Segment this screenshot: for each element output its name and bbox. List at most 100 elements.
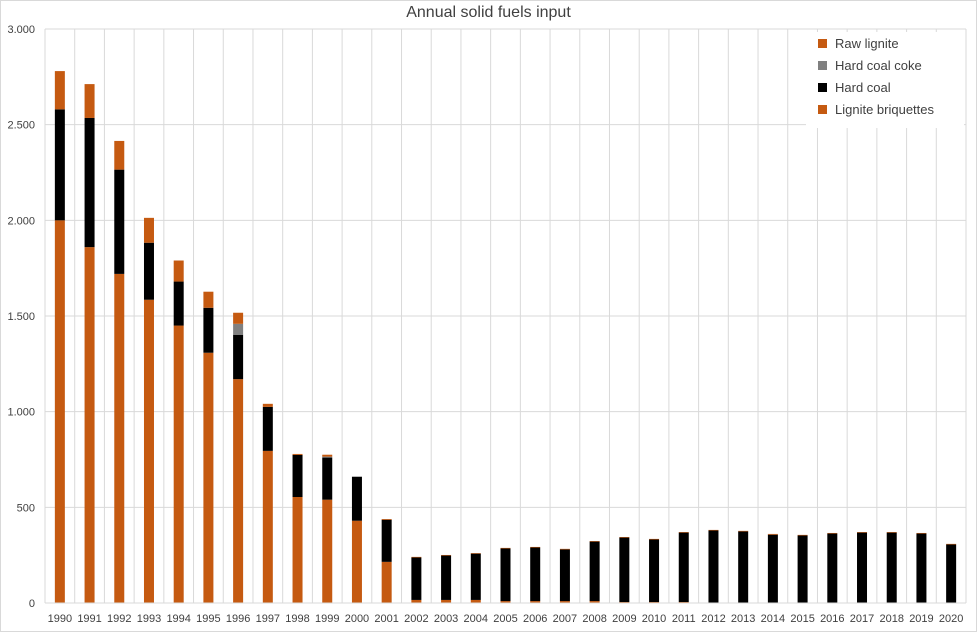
- y-tick-label: 0: [29, 598, 35, 610]
- bar-hard-coal-1995: [203, 307, 214, 353]
- y-tick-label: 3.000: [7, 24, 35, 36]
- bar-raw-lignite-2005: [500, 547, 511, 549]
- bar-raw-lignite-2015: [797, 534, 808, 536]
- bar-lignite-briquettes-2003: [441, 599, 452, 603]
- bar-raw-lignite-1998: [292, 453, 303, 455]
- bar-hard-coal-2012: [708, 530, 719, 603]
- bar-hard-coal-1999: [322, 457, 333, 500]
- y-tick-label: 1.500: [7, 311, 35, 323]
- x-tick-label: 2001: [374, 613, 398, 625]
- bar-raw-lignite-2017: [857, 532, 868, 533]
- bar-hard-coal-2013: [738, 531, 749, 603]
- bar-raw-lignite-2008: [589, 541, 600, 542]
- x-tick-label: 2011: [672, 613, 696, 625]
- x-tick-label: 2019: [909, 613, 933, 625]
- bar-hard-coal-2007: [559, 549, 570, 602]
- legend-swatch: [818, 82, 827, 92]
- x-tick-label: 2017: [850, 613, 874, 625]
- bar-lignite-briquettes-2004: [470, 599, 481, 603]
- bar-raw-lignite-1991: [84, 84, 95, 118]
- bar-raw-lignite-1992: [114, 140, 125, 170]
- bar-raw-lignite-2009: [619, 536, 630, 538]
- bar-hard-coal-2011: [678, 532, 689, 603]
- bar-hard-coal-1992: [114, 169, 125, 274]
- bar-lignite-briquettes-1992: [114, 273, 125, 603]
- legend-item: Hard coal coke: [806, 54, 964, 76]
- legend-label: Hard coal coke: [835, 57, 922, 73]
- bar-lignite-briquettes-2000: [351, 520, 362, 603]
- bar-raw-lignite-1990: [54, 71, 65, 110]
- legend-swatch: [818, 60, 827, 70]
- bar-raw-lignite-2016: [827, 532, 838, 534]
- bar-hard-coal-2008: [589, 541, 600, 602]
- legend-item: Hard coal: [806, 76, 964, 98]
- legend-item: Lignite briquettes: [806, 98, 964, 120]
- bar-raw-lignite-2018: [886, 532, 897, 533]
- x-tick-label: 2005: [493, 613, 517, 625]
- x-tick-label: 2012: [701, 613, 725, 625]
- bar-raw-lignite-2002: [411, 556, 422, 558]
- x-tick-label: 1999: [315, 613, 339, 625]
- legend-label: Hard coal: [835, 79, 891, 95]
- legend-label: Lignite briquettes: [835, 101, 935, 117]
- bar-hard-coal-2009: [619, 537, 630, 603]
- x-tick-label: 2006: [523, 613, 547, 625]
- x-tick-label: 1995: [196, 613, 220, 625]
- bar-hard-coal-2000: [351, 476, 362, 521]
- bar-hard-coal-coke-1999: [322, 456, 333, 458]
- bar-hard-coal-2005: [500, 548, 511, 602]
- x-tick-label: 2007: [553, 613, 577, 625]
- x-tick-label: 1992: [107, 613, 131, 625]
- bar-lignite-briquettes-1999: [322, 499, 333, 603]
- bar-raw-lignite-1999: [322, 454, 333, 457]
- y-tick-label: 2.000: [7, 215, 35, 227]
- bar-raw-lignite-2007: [559, 548, 570, 550]
- bar-lignite-briquettes-2008: [589, 601, 600, 603]
- bar-lignite-briquettes-2005: [500, 601, 511, 603]
- bar-raw-lignite-1993: [143, 217, 154, 243]
- bar-lignite-briquettes-1998: [292, 497, 303, 603]
- bar-hard-coal-1991: [84, 117, 95, 248]
- legend-label: Raw lignite: [835, 35, 899, 51]
- x-tick-label: 2002: [404, 613, 428, 625]
- x-tick-label: 1993: [137, 613, 161, 625]
- bar-raw-lignite-1995: [203, 291, 214, 308]
- x-tick-label: 2013: [731, 613, 755, 625]
- bar-raw-lignite-2012: [708, 529, 719, 531]
- bar-lignite-briquettes-1997: [262, 450, 273, 603]
- bar-hard-coal-1994: [173, 281, 184, 326]
- x-tick-label: 2014: [761, 613, 785, 625]
- x-tick-label: 1991: [77, 613, 101, 625]
- bar-hard-coal-coke-1996: [233, 323, 244, 335]
- bar-hard-coal-2014: [767, 534, 778, 603]
- bar-hard-coal-2015: [797, 535, 808, 603]
- bar-raw-lignite-2003: [441, 554, 452, 556]
- bar-lignite-briquettes-2001: [381, 561, 392, 603]
- bar-raw-lignite-1996: [233, 312, 244, 324]
- bar-hard-coal-2002: [411, 557, 422, 600]
- bar-hard-coal-2003: [441, 555, 452, 600]
- bar-raw-lignite-2019: [916, 532, 927, 534]
- bar-lignite-briquettes-1990: [54, 220, 65, 604]
- bar-hard-coal-2004: [470, 553, 481, 600]
- x-tick-label: 2003: [434, 613, 458, 625]
- bar-raw-lignite-2013: [738, 530, 749, 532]
- bar-raw-lignite-2014: [767, 533, 778, 535]
- bar-raw-lignite-2006: [530, 546, 541, 548]
- bar-raw-lignite-2011: [678, 532, 689, 533]
- x-tick-label: 1990: [48, 613, 72, 625]
- x-tick-label: 2010: [642, 613, 666, 625]
- legend-swatch: [818, 38, 827, 48]
- bar-hard-coal-2020: [946, 544, 957, 603]
- legend: Raw lignite Hard coal coke Hard coal Lignit…: [806, 32, 964, 128]
- x-tick-label: 2008: [582, 613, 606, 625]
- bar-hard-coal-1993: [143, 242, 154, 300]
- bar-lignite-briquettes-1995: [203, 352, 214, 603]
- bar-lignite-briquettes-1991: [84, 247, 95, 603]
- bar-hard-coal-2017: [857, 532, 868, 603]
- bar-lignite-briquettes-2002: [411, 599, 422, 603]
- x-tick-label: 2009: [612, 613, 636, 625]
- chart-title: Annual solid fuels input: [406, 4, 571, 21]
- bar-lignite-briquettes-1996: [233, 379, 244, 603]
- bar-hard-coal-2018: [886, 532, 897, 603]
